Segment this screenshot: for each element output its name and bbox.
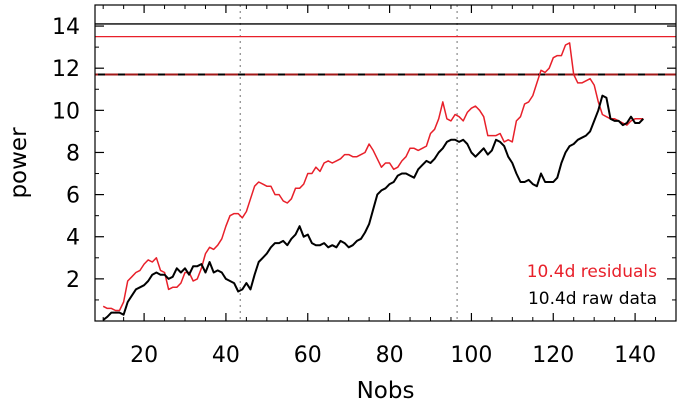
y-tick-label: 8 (66, 141, 80, 166)
series-line-raw-data (102, 94, 645, 321)
legend-entry-residuals: 10.4d residuals (527, 262, 657, 282)
x-axis-label: Nobs (357, 378, 415, 404)
x-tick-label: 100 (450, 343, 492, 368)
x-tick-label: 60 (294, 343, 322, 368)
y-tick-label: 2 (66, 268, 80, 293)
x-tick-label: 40 (212, 343, 240, 368)
y-tick-label: 10 (52, 99, 80, 124)
y-tick-label: 12 (52, 57, 80, 82)
y-tick-label: 4 (66, 226, 80, 251)
legend: 10.4d residuals 10.4d raw data (527, 262, 657, 309)
x-tick-label: 120 (532, 343, 574, 368)
series-line-residuals (102, 42, 644, 312)
y-tick-label: 6 (66, 184, 80, 209)
ticks-layer: 20 40 60 80 100 120 140 2 4 6 8 10 12 14 (52, 5, 677, 368)
plot-frame (94, 4, 677, 322)
reference-lines (95, 5, 676, 321)
x-tick-label: 140 (614, 343, 656, 368)
y-tick-label: 14 (52, 15, 80, 40)
x-tick-label: 20 (130, 343, 158, 368)
y-axis-label: power (6, 127, 32, 199)
series-layer (102, 42, 645, 321)
x-tick-label: 80 (376, 343, 404, 368)
legend-entry-raw-data: 10.4d raw data (528, 289, 657, 309)
